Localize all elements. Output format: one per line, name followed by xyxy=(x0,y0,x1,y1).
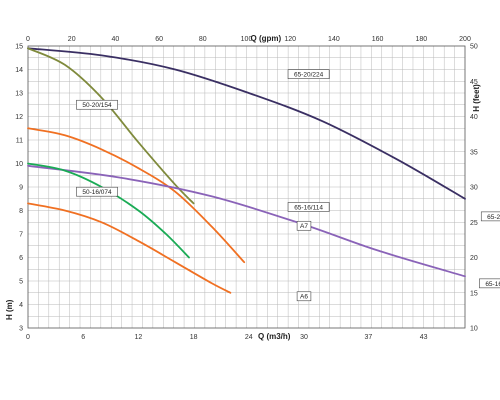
right-axis-title: H (feet) xyxy=(472,84,481,112)
right-tick-label: 45 xyxy=(470,79,478,86)
top-tick-label: 80 xyxy=(199,36,207,43)
curve-label-box xyxy=(76,186,118,197)
curve-label-box xyxy=(287,69,330,79)
bottom-tick-label: 43 xyxy=(420,334,428,341)
left-tick-label: 13 xyxy=(15,91,23,98)
series-line-50-16-074 xyxy=(27,162,190,259)
curve-label-text: 50-20/154 xyxy=(82,102,112,109)
series-line-50-20-154 xyxy=(27,47,195,205)
left-tick-label: 6 xyxy=(19,255,23,262)
top-tick-label: 200 xyxy=(459,36,471,43)
plot-frame xyxy=(27,45,466,329)
left-tick-label: 12 xyxy=(15,114,23,121)
bottom-tick-label: 12 xyxy=(135,334,143,341)
curve-label: 50-20/154 xyxy=(76,99,118,110)
curve-label-text: 65-16/074 xyxy=(485,281,500,288)
curve-label-text: 65-20/224 xyxy=(294,72,324,79)
left-tick-label: 3 xyxy=(19,326,23,333)
bottom-tick-label: 30 xyxy=(300,334,308,341)
left-tick-label: 4 xyxy=(19,302,23,309)
curve-label: 65-16/074 xyxy=(479,278,500,289)
top-tick-label: 40 xyxy=(112,36,120,43)
left-tick-label: 10 xyxy=(15,161,23,168)
right-tick-label: 20 xyxy=(470,255,478,262)
top-tick-label: 100 xyxy=(241,36,253,43)
bottom-axis-title: Q (m3/h) xyxy=(258,332,291,341)
right-tick-label: 15 xyxy=(470,290,478,297)
right-tick-label: 25 xyxy=(470,220,478,227)
right-tick-label: 35 xyxy=(470,149,478,156)
curve-label: 65-20/154 xyxy=(480,211,500,222)
top-tick-label: 120 xyxy=(284,36,296,43)
top-tick-label: 60 xyxy=(155,36,163,43)
bottom-tick-label: 0 xyxy=(26,334,30,341)
right-tick-label: 40 xyxy=(470,114,478,121)
right-tick-label: 30 xyxy=(470,185,478,192)
curve-label: 50-16/074 xyxy=(76,186,118,197)
curve-label-text: A6 xyxy=(300,294,308,301)
left-tick-label: 15 xyxy=(15,44,23,51)
curve-label-text: 65-16/114 xyxy=(294,204,323,211)
curve-label: A6 xyxy=(296,291,312,302)
right-tick-label: 50 xyxy=(470,44,478,51)
top-tick-label: 180 xyxy=(415,36,427,43)
top-tick-label: 160 xyxy=(372,36,384,43)
bottom-tick-label: 6 xyxy=(81,334,85,341)
curve-label-box xyxy=(287,202,330,212)
curve-label-box xyxy=(296,220,312,231)
left-tick-label: 5 xyxy=(19,279,23,286)
left-tick-label: 14 xyxy=(15,67,23,74)
series-lines xyxy=(27,47,466,294)
left-tick-label: 11 xyxy=(16,138,23,145)
curve-label: 65-20/224 xyxy=(287,69,330,79)
curve-label-box xyxy=(480,211,500,222)
left-axis-title: H (m) xyxy=(5,299,14,320)
curve-label-box xyxy=(76,99,118,110)
grid xyxy=(28,46,465,328)
series-line-a7 xyxy=(27,127,246,264)
curve-label-text: A7 xyxy=(300,223,308,230)
top-tick-label: 20 xyxy=(68,36,76,43)
curve-label-text: 50-16/074 xyxy=(82,189,112,196)
curve-label: 65-16/114 xyxy=(287,202,330,212)
left-tick-label: 9 xyxy=(19,185,23,192)
right-tick-label: 10 xyxy=(470,326,478,333)
curve-label-text: 65-20/154 xyxy=(487,214,500,221)
curve-label-box xyxy=(296,291,312,302)
curve-label: A7 xyxy=(296,220,312,231)
bottom-tick-label: 18 xyxy=(190,334,198,341)
series-line-65-16-114 xyxy=(27,164,466,278)
bottom-tick-label: 24 xyxy=(245,334,253,341)
series-line-a6 xyxy=(27,202,232,294)
left-tick-label: 8 xyxy=(19,208,23,215)
top-tick-label: 140 xyxy=(328,36,340,43)
bottom-tick-label: 37 xyxy=(365,334,373,341)
top-axis-title: Q (gpm) xyxy=(251,34,282,43)
left-tick-label: 7 xyxy=(19,232,23,239)
curve-labels: 50-20/154 65-20/224 50-16/074 65-16/114 A7 65… xyxy=(76,69,500,302)
series-line-65-20-224 xyxy=(27,47,466,200)
top-tick-label: 0 xyxy=(26,36,30,43)
